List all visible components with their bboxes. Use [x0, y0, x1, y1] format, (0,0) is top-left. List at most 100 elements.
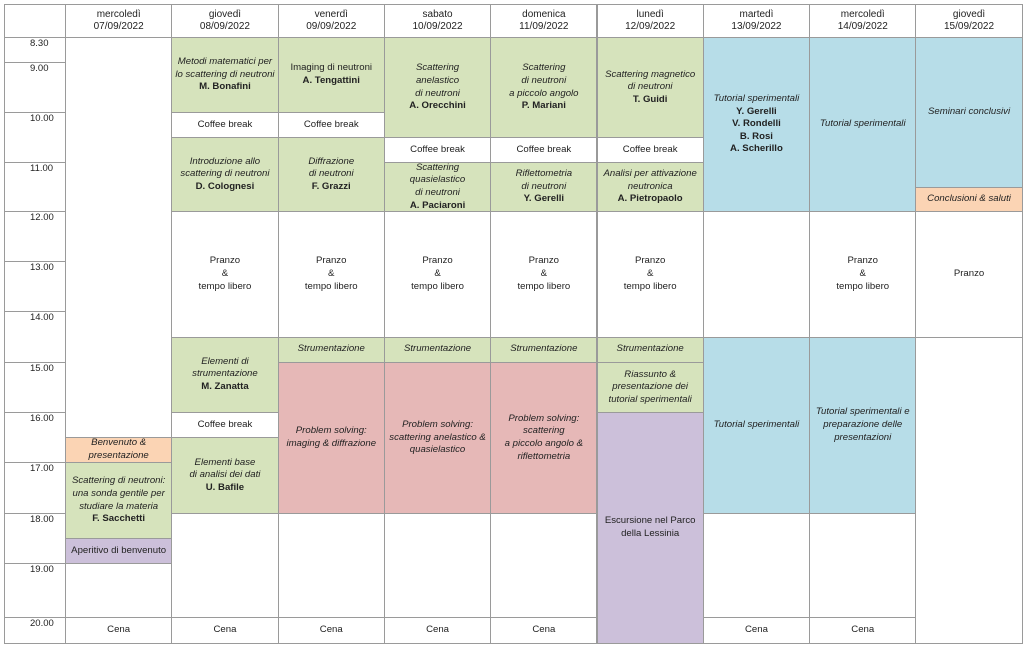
schedule-cell: Elementi base di analisi dei dati U. Bafil…: [171, 437, 279, 514]
session-text: a piccolo angolo &: [504, 438, 584, 449]
day-name: mercoledì: [840, 9, 885, 20]
schedule-cell: Conclusioni & saluti: [915, 186, 1023, 212]
session-text: quasielastico: [409, 174, 466, 186]
schedule-cell: Tutorial sperimentali: [809, 37, 917, 212]
day-header: venerdì 09/09/2022: [277, 4, 385, 38]
schedule-cell: Scattering di neutroni: una sonda gentile…: [65, 462, 173, 539]
session-text: Cena: [851, 624, 875, 636]
session-text: Coffee break: [197, 418, 253, 430]
time-label: 15.00: [30, 363, 54, 374]
schedule-cell: Tutorial sperimentali e preparazione dell…: [809, 336, 917, 514]
session-text: Coffee break: [410, 143, 465, 155]
day-header: lunedì 12/09/2022: [596, 4, 704, 38]
schedule-cell: Scattering di neutroni a piccolo angolo P. …: [490, 37, 598, 138]
speaker-name: M. Bonafini: [199, 81, 251, 93]
speaker-name: Y. Gerelli: [523, 193, 565, 205]
session-text: Elementi di: [201, 355, 249, 367]
session-text: Pranzo: [634, 255, 666, 267]
speaker-name: Y. Gerelli: [736, 105, 777, 117]
schedule-cell: Escursione nel Parco della Lessinia: [596, 412, 704, 644]
time-gridline: [4, 261, 66, 262]
session-text: Coffee break: [622, 143, 678, 155]
time-label: 16.00: [30, 413, 54, 424]
schedule-cell: Diffrazione di neutroni F. Grazzi: [277, 137, 385, 212]
schedule-cell: Seminari conclusivi: [915, 37, 1023, 188]
schedule-cell: [277, 513, 385, 618]
session-text: studiare la materia: [79, 500, 159, 512]
schedule-cell: Coffee break: [171, 412, 279, 438]
session-text: Pranzo: [422, 255, 453, 267]
session-text: a piccolo angolo: [509, 87, 579, 99]
session-text: Elementi base: [194, 456, 256, 468]
session-text: Seminari conclusivi: [927, 105, 1011, 117]
schedule-cell: Tutorial sperimentali Y. Gerelli V. Rondel…: [702, 37, 811, 212]
schedule-cell: Coffee break: [596, 137, 704, 163]
session-text: Scattering magnetico: [605, 68, 696, 80]
schedule-cell: Cena: [490, 617, 598, 644]
session-text: Coffee break: [516, 143, 572, 155]
time-label: 8.30: [30, 38, 49, 49]
day-name: sabato: [422, 9, 453, 20]
time-label: 13.00: [30, 262, 54, 273]
schedule-cell: [702, 211, 811, 338]
time-label: 9.00: [30, 63, 49, 74]
speaker-name: T. Guidi: [632, 93, 668, 105]
schedule-cell: Metodi matematici per lo scattering di ne…: [171, 37, 279, 113]
session-text: Coffee break: [197, 118, 253, 130]
day-header: mercoledì 07/09/2022: [65, 4, 173, 38]
session-text: Strumentazione: [616, 343, 684, 355]
time-gridline: [4, 513, 66, 514]
day-name: giovedì: [952, 9, 986, 20]
schedule-cell: [490, 513, 598, 618]
schedule-cell: [65, 563, 173, 618]
day-header: sabato 10/09/2022: [383, 4, 492, 38]
session-text: tutorial sperimentali: [608, 393, 692, 405]
session-text: &: [434, 267, 441, 279]
session-text: Cena: [213, 624, 237, 636]
schedule-cell: Pranzo & tempo libero: [277, 211, 385, 338]
session-text: Tutorial sperimentali: [819, 118, 906, 130]
session-text: tempo libero: [517, 280, 571, 292]
session-text: neutronica: [627, 180, 673, 192]
speaker-name: A. Orecchini: [409, 100, 466, 112]
session-text: Pranzo: [953, 267, 985, 279]
speaker-name: B. Rosi: [739, 130, 773, 142]
session-text: Conclusioni & saluti: [927, 192, 1011, 204]
day-date: 12/09/2022: [625, 21, 676, 32]
session-text: Imaging di neutroni: [290, 62, 373, 74]
schedule-cell: Strumentazione: [383, 336, 492, 363]
session-text: presentazione dei: [612, 381, 689, 393]
day-date: 10/09/2022: [412, 21, 463, 32]
time-label: 14.00: [30, 312, 54, 323]
speaker-name: V. Rondelli: [732, 118, 781, 130]
session-text: scattering di neutroni: [180, 168, 270, 180]
schedule-cell: Pranzo: [915, 211, 1023, 338]
schedule-cell: Riflettometria di neutroni Y. Gerelli: [490, 162, 598, 212]
session-text: Problem solving:: [508, 412, 580, 424]
session-text: riflettometria: [517, 450, 571, 462]
session-text: presentazioni: [834, 431, 892, 443]
speaker-name: P. Mariani: [521, 100, 566, 112]
schedule-cell: Scattering anelastico di neutroni A. Orecch…: [383, 37, 492, 138]
session-text: Introduzione allo: [189, 155, 261, 167]
session-text: &: [328, 267, 335, 279]
schedule-cell: Cena: [277, 617, 385, 644]
header-corner: [4, 4, 66, 38]
schedule-cell: Tutorial sperimentali: [702, 336, 811, 514]
schedule-cell: Problem solving: imaging & diffrazione: [277, 362, 385, 514]
schedule-cell: [809, 513, 917, 618]
session-text: quasielastico: [409, 444, 466, 456]
schedule-cell: Coffee break: [171, 112, 279, 138]
session-text: di neutroni: [415, 87, 460, 99]
speaker-name: F. Grazzi: [311, 180, 351, 192]
session-text: di neutroni: [521, 74, 567, 86]
session-text: Strumentazione: [297, 343, 365, 355]
schedule-cell: Coffee break: [383, 137, 492, 163]
session-text: Cena: [532, 624, 556, 636]
schedule-cell: Introduzione allo scattering di neutroni D…: [171, 137, 279, 212]
schedule-cell: [915, 336, 1023, 644]
session-text: Cena: [319, 624, 343, 636]
session-text: Tutorial sperimentali: [713, 418, 800, 430]
day-name: venerdì: [314, 9, 348, 20]
time-column: [4, 37, 66, 644]
